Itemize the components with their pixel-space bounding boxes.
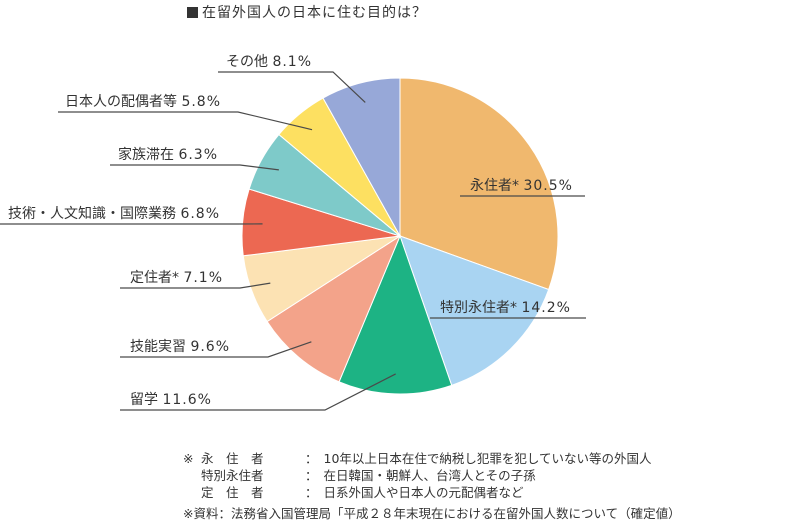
footnote-prefix: ※ (183, 451, 194, 466)
slice-label: その他 8.1% (226, 54, 312, 70)
pie-slice (399, 77, 559, 291)
footnote-row: 定 住 者 ： 日系外国人や日本人の元配偶者など (183, 484, 652, 501)
footnote-prefix (183, 467, 201, 484)
slice-category-label: その他 (226, 54, 272, 70)
slice-label: 永住者* 30.5% (470, 178, 573, 194)
footnote-description: 在日韓国・朝鮮人、台湾人とその子孫 (323, 468, 536, 483)
footnote-term: 永 住 者 (201, 451, 264, 466)
slice-labels: 永住者* 30.5% 特別永住者* 14.2% 留学 11.6% 技能実習 9.6% 定… (8, 54, 573, 408)
slice-label: 日本人の配偶者等 5.8% (65, 93, 221, 110)
leader-line (218, 71, 366, 103)
leader-line (120, 282, 271, 289)
slice-value-label: 30.5% (523, 178, 572, 194)
leader-line (110, 164, 279, 171)
pie-slices (241, 77, 559, 395)
leader-line (120, 341, 312, 358)
slice-label: 家族滞在 6.3% (118, 146, 218, 163)
pie-slice (399, 235, 550, 386)
slice-category-label: 技能実習 (130, 339, 190, 355)
slice-category-label: 定住者* (130, 270, 183, 286)
leader-lines (0, 71, 586, 411)
slice-value-label: 7.1% (183, 270, 223, 286)
pie-slice (338, 234, 453, 395)
footnote-description: 10年以上日本在住で納税し犯罪を犯していない等の外国人 (323, 451, 652, 466)
slice-category-label: 技術・人文知識・国際業務 (8, 205, 180, 222)
footnote-separator: ： (305, 451, 318, 466)
footnote-row: ※ 永 住 者 ： 10年以上日本在住で納税し犯罪を犯していない等の外国人 (183, 450, 652, 467)
slice-value-label: 5.8% (181, 94, 221, 110)
slice-value-label: 9.6% (190, 339, 230, 355)
footnote-row: 特別永住者 ： 在日韓国・朝鮮人、台湾人とその子孫 (183, 467, 652, 484)
footnote-description: 日系外国人や日本人の元配偶者など (323, 485, 524, 500)
slice-category-label: 家族滞在 (118, 146, 178, 163)
chart-title-text: 在留外国人の日本に住む目的は？ (202, 5, 427, 21)
footnote-separator: ： (305, 468, 318, 483)
footnote-separator: ： (305, 485, 318, 500)
chart-title: 在留外国人の日本に住む目的は？ (187, 2, 427, 22)
slice-category-label: 留学 (130, 392, 162, 408)
slice-label: 留学 11.6% (130, 392, 212, 408)
footnote-prefix (183, 484, 201, 501)
slice-value-label: 6.8% (180, 206, 220, 222)
footnotes: ※ 永 住 者 ： 10年以上日本在住で納税し犯罪を犯していない等の外国人 特別… (183, 450, 652, 501)
slice-value-label: 11.6% (162, 392, 211, 408)
pie-slice (322, 77, 401, 238)
slice-value-label: 8.1% (272, 54, 312, 70)
slice-value-label: 14.2% (521, 300, 570, 316)
slice-category-label: 特別永住者* (440, 300, 521, 316)
slice-category-label: 日本人の配偶者等 (65, 93, 181, 110)
pie-chart: 永住者* 30.5% 特別永住者* 14.2% 留学 11.6% 技能実習 9.6% 定… (0, 54, 586, 411)
footnote-term: 定 住 者 (201, 485, 264, 500)
slice-category-label: 永住者* (470, 178, 523, 194)
footnote-term: 特別永住者 (201, 468, 264, 483)
slice-label: 技術・人文知識・国際業務 6.8% (8, 205, 220, 222)
slice-value-label: 6.3% (178, 147, 218, 163)
slice-label: 技能実習 9.6% (130, 339, 230, 355)
slice-label: 定住者* 7.1% (130, 270, 223, 286)
title-square-icon (187, 7, 198, 18)
slice-label: 特別永住者* 14.2% (440, 300, 571, 316)
leader-line (58, 111, 313, 131)
leader-line (120, 373, 396, 411)
source-note: ※資料：法務省入国管理局「平成２８年末現在における在留外国人数について（確定値） (183, 506, 681, 521)
